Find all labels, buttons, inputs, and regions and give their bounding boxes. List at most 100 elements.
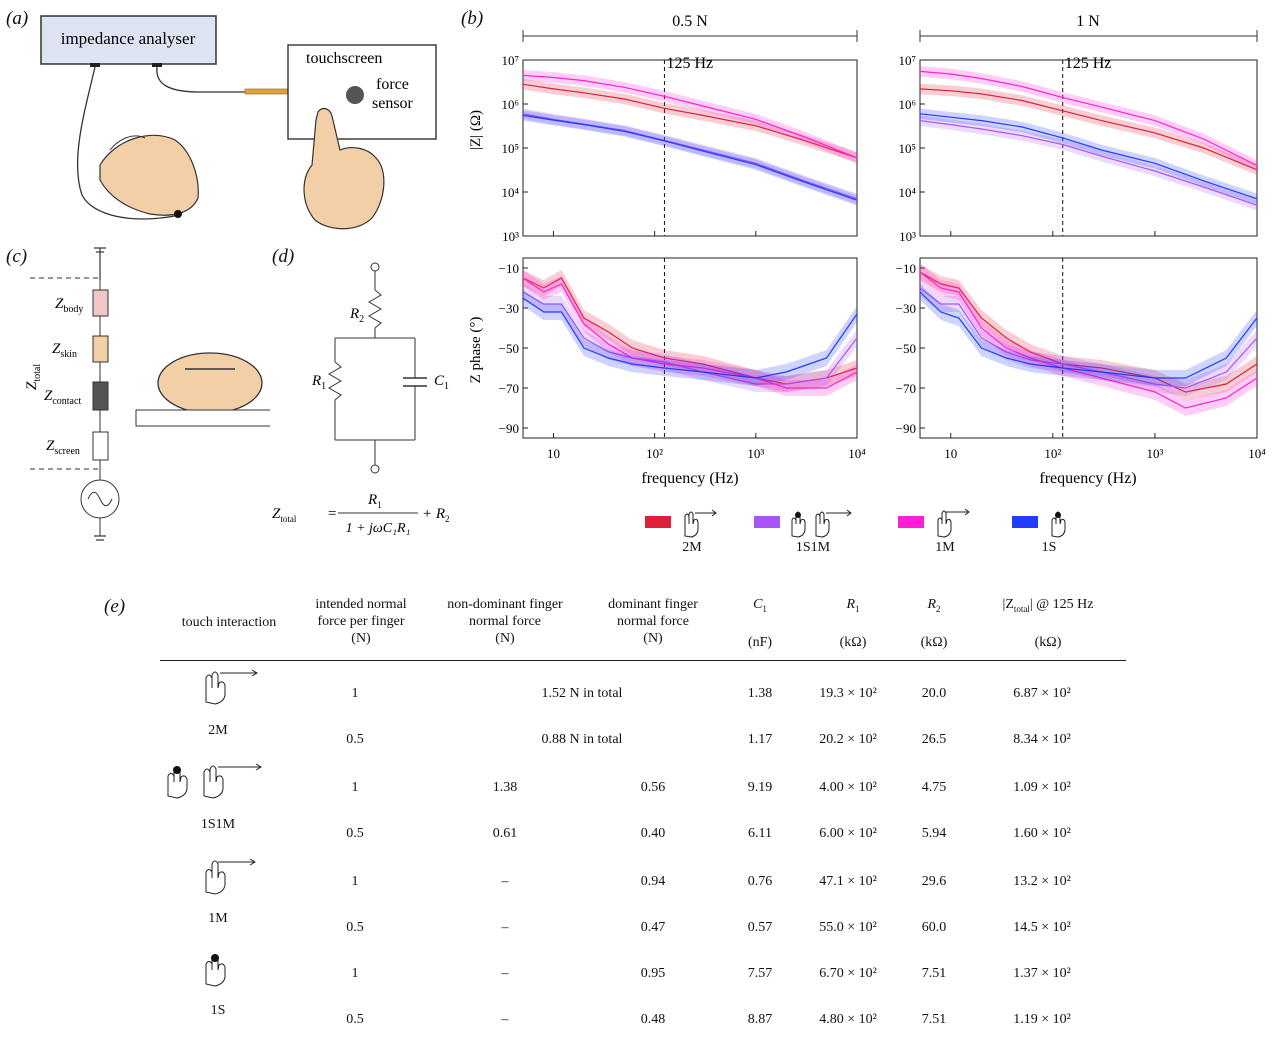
r2-label: R2 bbox=[349, 306, 364, 325]
series-line-1M-1 bbox=[919, 70, 1258, 167]
cell-merged-2M-1: 0.88 N in total bbox=[541, 732, 623, 747]
touchscreen-label: touchscreen bbox=[306, 50, 382, 67]
panel-label-e: (e) bbox=[104, 596, 126, 617]
header-1N: 1 N bbox=[1076, 13, 1100, 30]
series-line-1S-2 bbox=[522, 297, 858, 379]
slide-gesture-icon bbox=[684, 509, 717, 538]
ytick-label-0-3: 10⁴ bbox=[501, 185, 519, 200]
ytick-label-2-3: −70 bbox=[499, 381, 519, 396]
cell-r1-1S1M-0: 4.00 × 10² bbox=[819, 780, 877, 795]
band-1S1M-0 bbox=[523, 108, 857, 205]
band-2M-1 bbox=[920, 83, 1257, 176]
cell-force-1M-1: 0.5 bbox=[346, 920, 364, 935]
series-line-1S-3 bbox=[919, 291, 1258, 379]
cell-c1-2M-0: 1.38 bbox=[747, 686, 773, 701]
ytick-label-1-3: 10⁴ bbox=[898, 185, 916, 200]
cell-c1-2M-1: 1.17 bbox=[747, 732, 773, 747]
ytick-label-1-2: 10⁵ bbox=[898, 141, 916, 156]
legend-swatch-2M bbox=[645, 516, 671, 528]
cell-dom-1S-1: 0.48 bbox=[640, 1012, 666, 1027]
band-2M-0 bbox=[523, 79, 857, 164]
z-contact-box bbox=[92, 381, 109, 411]
ytick-label-3-1: −30 bbox=[896, 301, 916, 316]
series-line-1S-1 bbox=[919, 113, 1258, 200]
cell-zt-2M-0: 6.87 × 10² bbox=[1013, 686, 1071, 701]
ytick-label-3-3: −70 bbox=[896, 381, 916, 396]
series-line-1S1M-2 bbox=[522, 291, 858, 385]
electrode-wire bbox=[76, 66, 181, 220]
force-label-2: sensor bbox=[372, 95, 414, 112]
r2-resistor bbox=[368, 289, 382, 329]
cell-nondom-1S1M-0: 1.38 bbox=[492, 780, 518, 795]
xlabel-left: frequency (Hz) bbox=[641, 470, 738, 487]
z-total-label: Ztotal bbox=[24, 364, 43, 390]
series-line-1S-0 bbox=[522, 114, 858, 201]
impedance-stack-diagram: Zbody Zskin Zcontact Zscreen Ztotal bbox=[24, 247, 270, 541]
legend-swatch-1S bbox=[1012, 516, 1038, 528]
xlabel-right: frequency (Hz) bbox=[1039, 470, 1136, 487]
eq-denominator: 1 + jωC₁R₁ bbox=[346, 521, 411, 536]
cell-dom-1S-0: 0.95 bbox=[640, 966, 666, 981]
th-r1: R1 (kΩ) bbox=[839, 597, 867, 650]
th-dominant: dominant finger normal force (N) bbox=[608, 597, 698, 646]
cell-dom-1M-0: 0.94 bbox=[640, 874, 666, 889]
ytick-label-0-1: 10⁶ bbox=[501, 97, 519, 112]
ytick-label-0-2: 10⁵ bbox=[501, 141, 519, 156]
group-label-1M: 1M bbox=[208, 911, 228, 926]
marker-125hz-label-0: 125 Hz bbox=[666, 55, 713, 72]
cell-merged-2M-0: 1.52 N in total bbox=[541, 686, 623, 701]
marker-125hz-label-1: 125 Hz bbox=[1065, 55, 1112, 72]
xtick-label-3-3: 10⁴ bbox=[1248, 446, 1266, 461]
ytick-label-3-0: −10 bbox=[896, 261, 916, 276]
group-label-1S: 1S bbox=[210, 1003, 226, 1018]
eq-equals: = bbox=[328, 506, 336, 522]
table-icon-1S1M bbox=[167, 763, 262, 799]
cell-r2-2M-1: 26.5 bbox=[921, 732, 947, 747]
xtick-label-3-2: 10³ bbox=[1146, 446, 1163, 461]
cell-force-1S-0: 1 bbox=[351, 966, 359, 981]
cell-c1-1S1M-0: 9.19 bbox=[747, 780, 773, 795]
ytick-label-2-2: −50 bbox=[499, 341, 519, 356]
cell-zt-1S-0: 1.37 × 10² bbox=[1013, 966, 1071, 981]
left-hand bbox=[99, 134, 199, 216]
ytick-label-2-1: −30 bbox=[499, 301, 519, 316]
xtick-label-2-2: 10³ bbox=[747, 446, 764, 461]
ytick-label-1-0: 10⁷ bbox=[898, 53, 916, 68]
legend-label-1S: 1S bbox=[1041, 540, 1057, 555]
panel-label-b: (b) bbox=[461, 8, 484, 29]
ytick-label-1-4: 10³ bbox=[899, 229, 916, 244]
plot-frame-2 bbox=[522, 257, 858, 439]
cell-zt-1M-1: 14.5 × 10² bbox=[1013, 920, 1071, 935]
series-line-1M-3 bbox=[919, 271, 1258, 409]
force-sensor-dot bbox=[346, 86, 364, 104]
force-label-1: force bbox=[376, 76, 409, 93]
single-press-icon bbox=[1051, 511, 1066, 538]
cell-r2-1M-1: 60.0 bbox=[921, 920, 947, 935]
series-line-2M-3 bbox=[919, 271, 1258, 393]
eq-lhs: Ztotal bbox=[272, 506, 297, 524]
finger-pad bbox=[157, 352, 263, 414]
panel-label-d: (d) bbox=[272, 246, 295, 267]
cell-r1-1S1M-1: 6.00 × 10² bbox=[819, 826, 877, 841]
xtick-label-2-1: 10² bbox=[646, 446, 663, 461]
impedance-analyser-box bbox=[40, 15, 217, 65]
r1-label: R1 bbox=[311, 373, 326, 392]
band-2M-2 bbox=[523, 270, 857, 392]
legend-label-1S1M: 1S1M bbox=[795, 540, 831, 555]
z-body-box bbox=[92, 289, 109, 317]
screen-slab bbox=[135, 409, 270, 427]
left-hand-finger-line bbox=[109, 135, 146, 151]
cell-nondom-1S-1: – bbox=[501, 1012, 509, 1027]
group-label-1S1M: 1S1M bbox=[200, 817, 236, 832]
cell-c1-1M-0: 0.76 bbox=[747, 874, 773, 889]
eq-tail: + R2 bbox=[422, 506, 450, 524]
cell-c1-1S-1: 8.87 bbox=[747, 1012, 773, 1027]
cell-force-1S-1: 0.5 bbox=[346, 1012, 364, 1027]
cell-zt-1M-0: 13.2 × 10² bbox=[1013, 874, 1071, 889]
table-icon-2M bbox=[205, 669, 258, 705]
z-screen-label: Zscreen bbox=[46, 438, 80, 457]
cell-r1-2M-0: 19.3 × 10² bbox=[819, 686, 877, 701]
series-line-1S1M-1 bbox=[919, 120, 1258, 206]
r1-resistor bbox=[328, 361, 342, 401]
terminal-bottom bbox=[370, 464, 380, 474]
